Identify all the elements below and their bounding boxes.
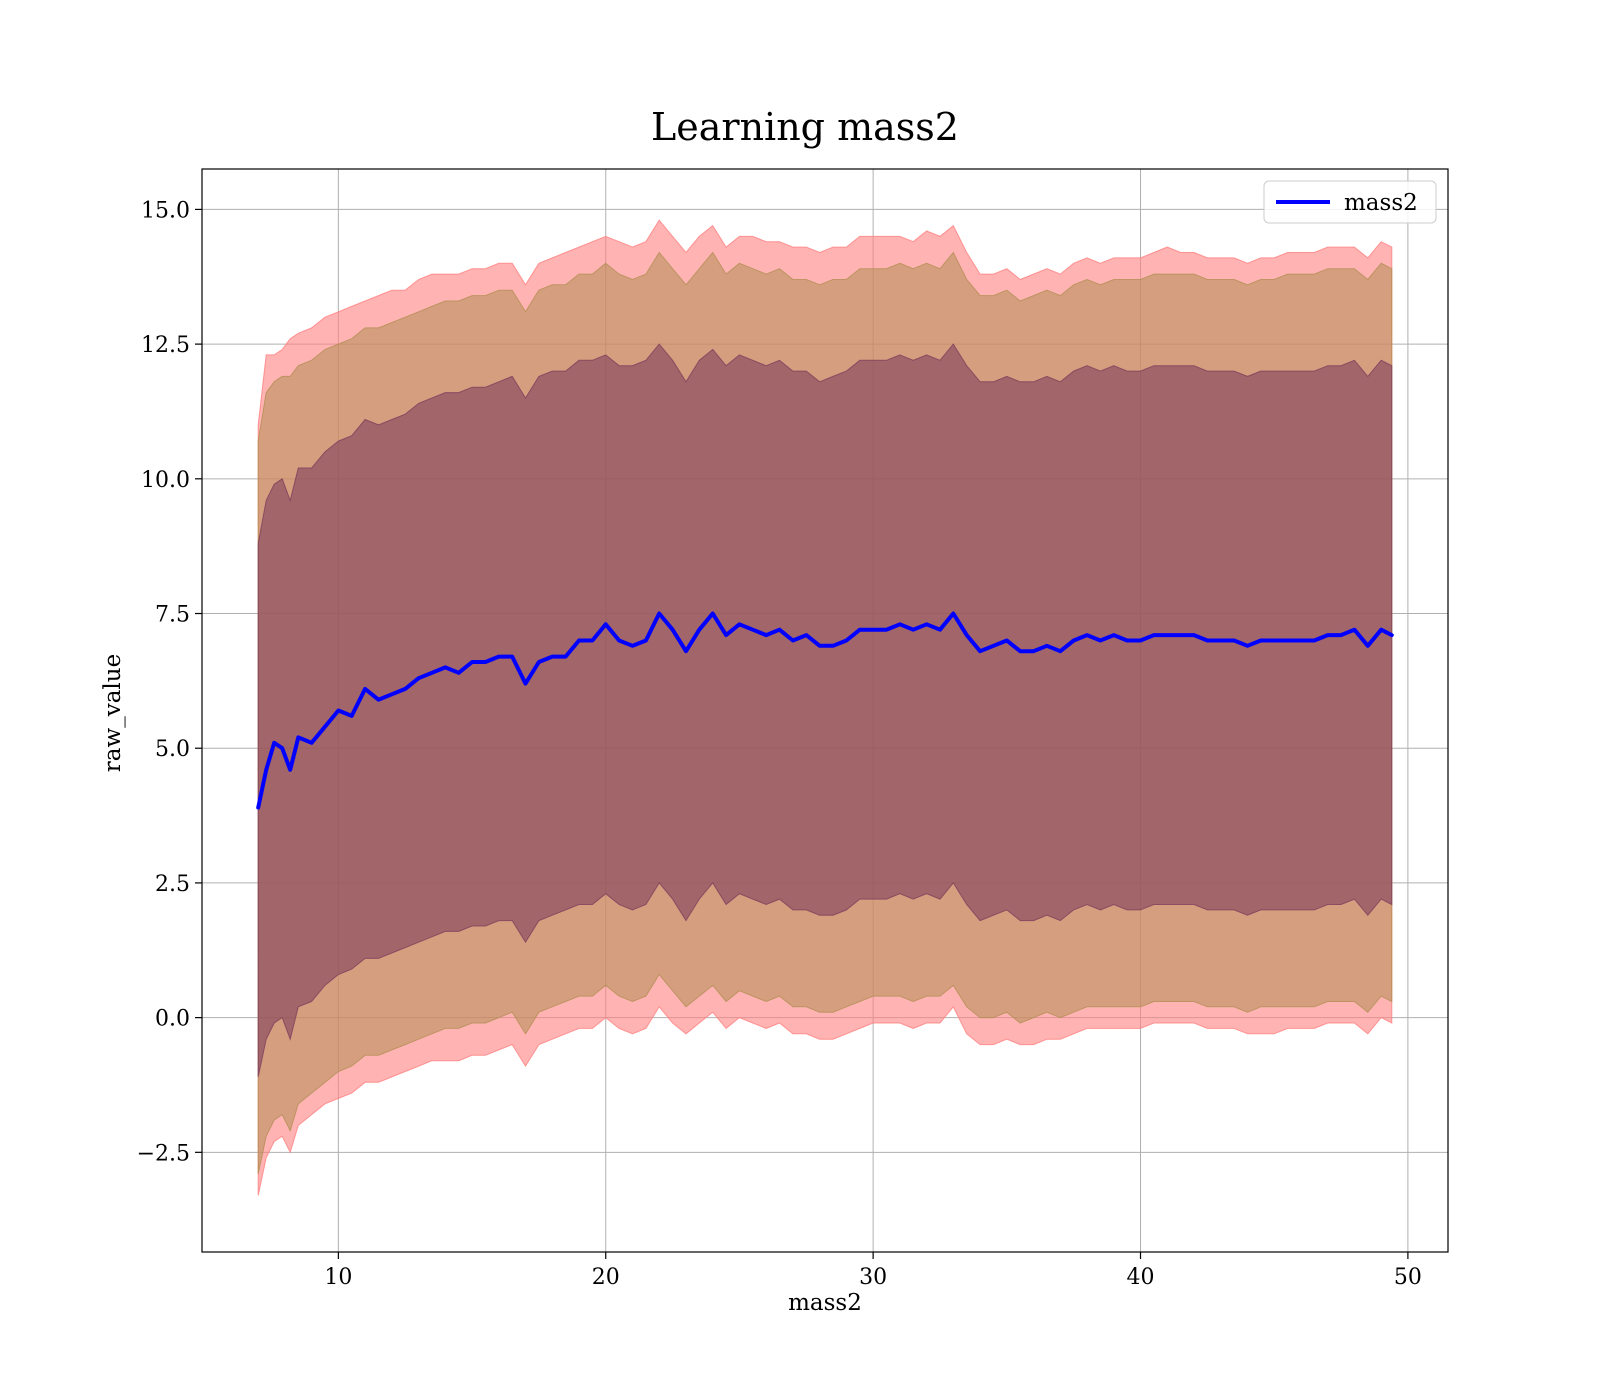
y-tick-label: 5.0: [155, 737, 190, 762]
y-tick-label: 2.5: [155, 872, 190, 897]
y-tick-label: 7.5: [155, 603, 190, 628]
y-tick-label: −2.5: [137, 1141, 190, 1166]
series-line-mass2: [256, 611, 1394, 810]
confidence-bands: [257, 219, 1393, 1196]
y-tick-label: 10.0: [141, 468, 190, 493]
chart-title: Learning mass2: [651, 105, 959, 149]
series-lines: [256, 611, 1394, 810]
y-axis-label: raw_value: [100, 654, 126, 772]
x-tick-label: 50: [1394, 1265, 1422, 1290]
x-tick-label: 20: [592, 1265, 620, 1290]
y-tick-label: 15.0: [141, 198, 190, 223]
confidence-band-3: [257, 343, 1393, 1078]
x-tick-label: 30: [859, 1265, 887, 1290]
x-axis-label: mass2: [788, 1290, 862, 1316]
x-tick-label: 40: [1127, 1265, 1155, 1290]
legend-label: mass2: [1344, 190, 1418, 216]
x-tick-label: 10: [324, 1265, 352, 1290]
legend: mass2: [1263, 180, 1437, 224]
y-tick-label: 12.5: [141, 333, 190, 358]
plot-frame: [201, 168, 1449, 1253]
axis-ticks: 10 20 30 40 50 −2.5 0.0 2.5 5.0 7.5 10.0 12.5 15.0: [137, 198, 1422, 1290]
legend-box: [1263, 180, 1437, 224]
y-tick-label: 0.0: [155, 1007, 190, 1032]
